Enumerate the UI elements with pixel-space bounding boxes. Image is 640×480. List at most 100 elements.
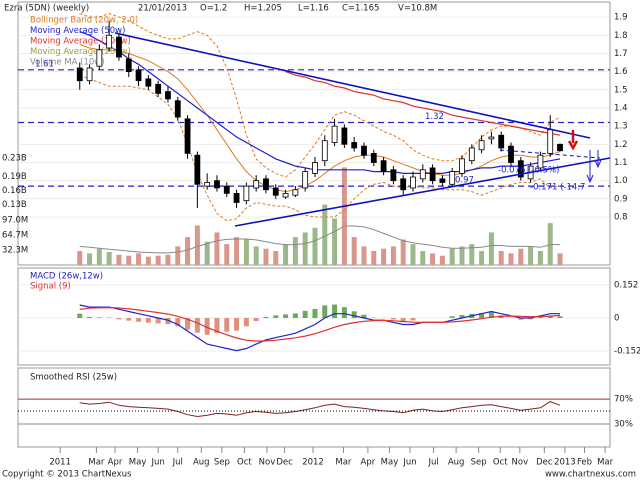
x-tick-label: Mar	[335, 458, 352, 468]
candle-body	[165, 91, 171, 100]
histogram-bar	[224, 318, 230, 332]
volume-bar	[420, 251, 426, 265]
candle-body	[302, 171, 309, 189]
y-tick-label: 0.152	[614, 280, 638, 290]
x-tick-label: Jun	[151, 458, 165, 468]
macd-line	[79, 306, 561, 342]
candle-body	[498, 134, 505, 149]
histogram-bar	[488, 312, 494, 319]
candle-body	[155, 83, 162, 94]
histogram-bar	[547, 315, 553, 319]
histogram-bar	[263, 316, 269, 319]
volume-tick-label: 0.13B	[2, 200, 27, 210]
candle-body	[557, 143, 563, 152]
quote-open: O=1.2	[200, 4, 227, 14]
histogram-bar	[322, 305, 328, 319]
volume-bar	[528, 246, 534, 265]
legend-entry: Signal (9)	[30, 282, 71, 292]
y-tick-label: 1.4	[614, 103, 628, 113]
site: www.chartnexus.com	[545, 470, 636, 480]
y-tick-label: 1.8	[614, 31, 628, 41]
volume-bar	[430, 253, 436, 265]
histogram-bar	[351, 311, 357, 319]
candle-body	[508, 145, 514, 163]
candle-body	[204, 182, 211, 187]
histogram-bar	[361, 314, 367, 319]
candle-body	[331, 125, 338, 143]
volume-bar	[312, 227, 318, 265]
histogram-bar	[253, 318, 259, 322]
volume-bar	[469, 244, 475, 265]
candle-body	[214, 180, 220, 189]
histogram-bar	[312, 308, 318, 319]
volume-tick-label: 0.16B	[2, 186, 27, 196]
x-tick-label: Jul	[427, 458, 438, 468]
moving-average	[285, 71, 561, 136]
volume-bar	[332, 218, 338, 265]
volume-bar	[439, 255, 445, 265]
volume-bar	[498, 251, 504, 265]
candle-body	[125, 58, 132, 73]
x-tick-label: Dec	[536, 458, 553, 468]
annotation: -0.171 (-14.7	[530, 183, 585, 193]
histogram-bar	[96, 317, 102, 319]
volume-ma	[79, 225, 560, 254]
y-tick-label: 1.0	[614, 176, 628, 186]
candle-body	[76, 67, 83, 82]
histogram-bar	[537, 317, 543, 319]
histogram-bar	[116, 318, 122, 320]
chart-title: Ezra (5DN) (weekly)	[4, 4, 89, 14]
y-tick-label: 0	[614, 314, 619, 324]
y-tick-label: 1.5	[614, 85, 628, 95]
volume-tick-label: 0.19B	[2, 172, 27, 182]
volume-bar	[136, 253, 142, 265]
volume-bar	[263, 248, 269, 265]
histogram-bar	[273, 315, 279, 319]
rsi-line	[79, 401, 561, 418]
histogram-bar	[145, 318, 151, 323]
candle-body	[439, 178, 446, 183]
layers: 0.8 0.9 1.0 1.1 1.2 1.3 1.4 1.5 1.6 1.7 1.8 1.9 0.23…	[2, 13, 640, 468]
candle-body	[537, 154, 544, 169]
volume-bar	[87, 253, 93, 265]
x-tick-label: 2012	[302, 458, 324, 468]
histogram-bar	[292, 313, 298, 319]
y-tick-label: 0.8	[614, 213, 628, 223]
x-tick-label: Sep	[214, 458, 230, 468]
volume-bar	[537, 251, 543, 265]
panel-title: Smoothed RSI (25w)	[30, 373, 117, 383]
volume-bar	[204, 241, 210, 265]
candle-body	[282, 192, 289, 198]
y-tick-label: 1.3	[614, 122, 628, 132]
bollinger-lower	[79, 74, 561, 222]
y-tick-label: 1.1	[614, 158, 628, 168]
candle-body	[96, 49, 103, 67]
histogram-bar	[185, 318, 191, 330]
y-tick-label: 30%	[614, 419, 633, 429]
volume-bar	[194, 225, 200, 265]
volume-bar	[224, 244, 230, 265]
candle-body	[184, 118, 191, 154]
x-tick-label: Oct	[493, 458, 508, 468]
legend-entry: Moving Average (50w)	[30, 26, 125, 36]
quote-close: C=1.165	[342, 4, 379, 14]
candle-body	[380, 160, 387, 172]
histogram-bar	[449, 316, 455, 319]
volume-bar	[361, 246, 367, 265]
volume-bar	[449, 248, 455, 265]
x-tick-label: Mar	[88, 458, 105, 468]
volume-bar	[106, 251, 112, 265]
legend-entry: Moving Average (200w)	[30, 47, 131, 57]
histogram-bar	[175, 318, 181, 327]
legend-entry: Bollinger Band (20w, 2.0)	[30, 16, 138, 26]
histogram-bar	[341, 307, 347, 319]
histogram-bar	[234, 318, 240, 331]
volume-tick-label: 97.0M	[2, 215, 28, 225]
y-tick-label: 1.6	[614, 67, 628, 77]
volume-bar	[302, 232, 308, 265]
quote-volume: V=10.8M	[398, 4, 437, 14]
volume-bar	[518, 248, 524, 265]
annotation: -0.076 (-6.5%)	[498, 166, 559, 176]
volume-tick-label: 64.7M	[2, 230, 28, 240]
candle-body	[116, 36, 122, 58]
